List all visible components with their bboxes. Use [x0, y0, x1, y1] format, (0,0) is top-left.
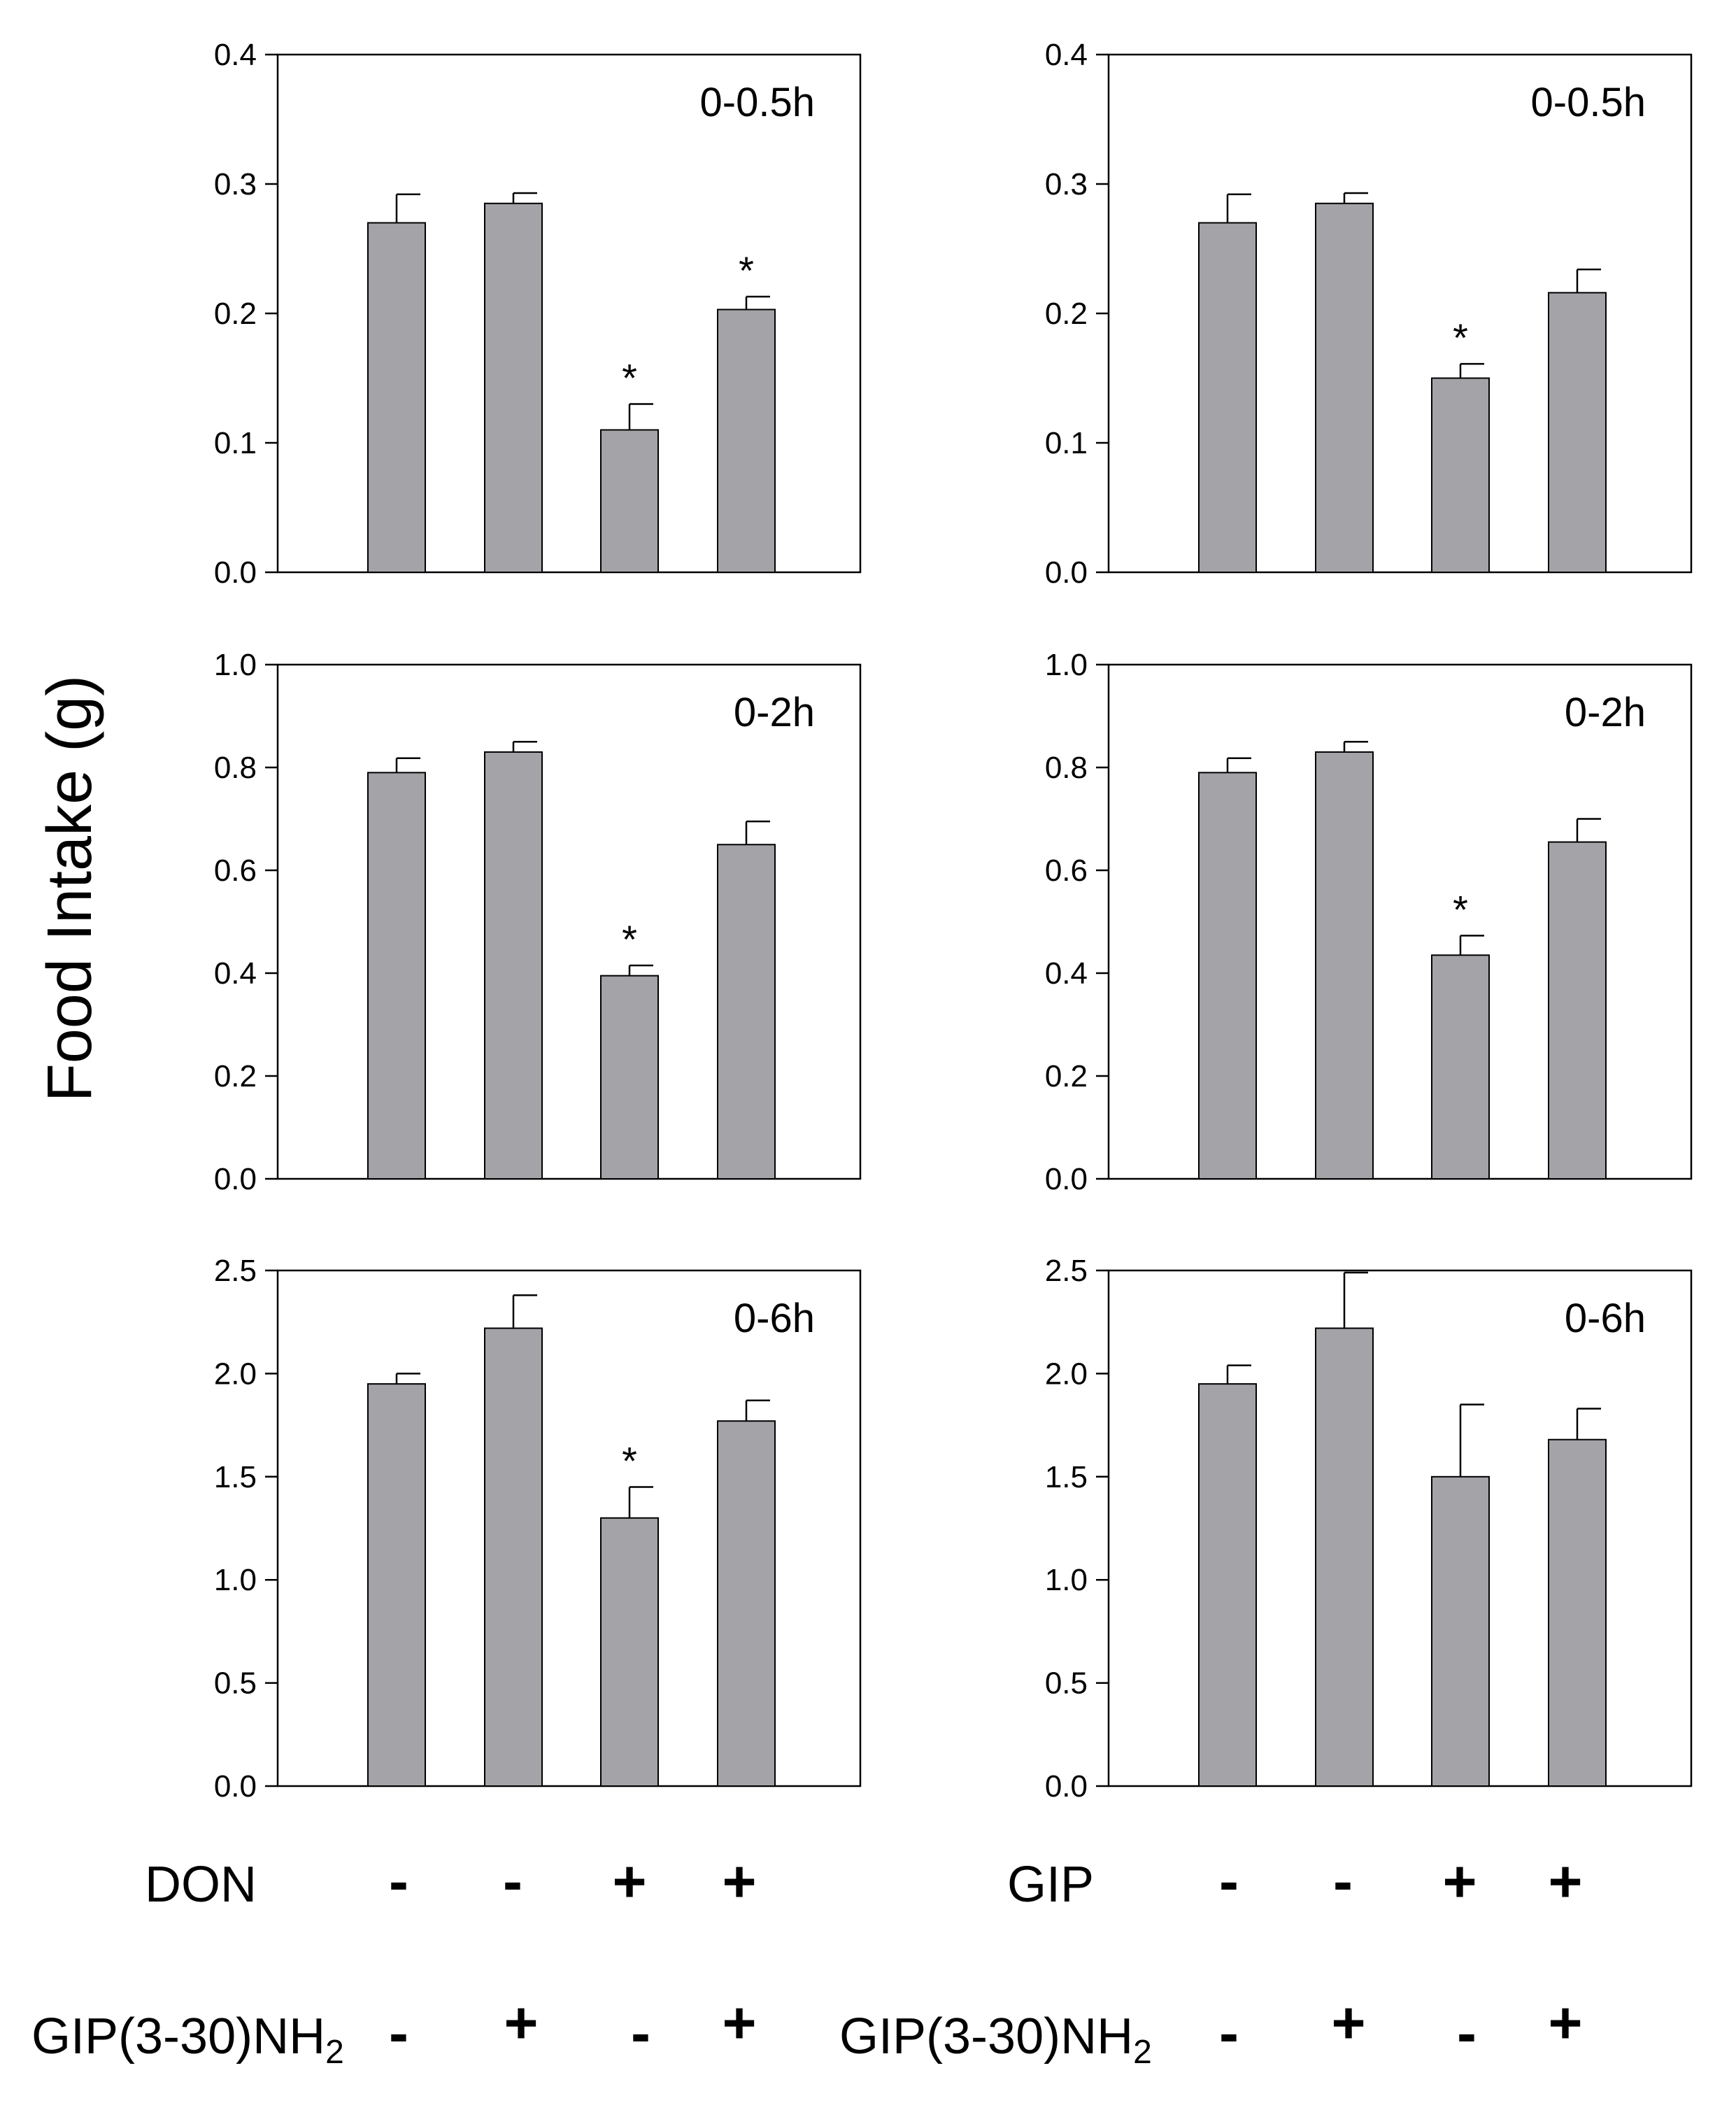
bar — [1548, 841, 1607, 1180]
plot-frame — [276, 1269, 862, 1787]
plot-frame — [1107, 1269, 1693, 1787]
bar — [1198, 1383, 1257, 1787]
don-mark-2: - — [503, 1848, 522, 1914]
y-tick-label: 0.0 — [1045, 1162, 1088, 1196]
y-tick-label: 0.5 — [1045, 1666, 1088, 1701]
y-tick-label: 0.5 — [214, 1666, 257, 1701]
gip-label: GIP — [1007, 1857, 1094, 1913]
bar — [1548, 292, 1607, 573]
y-tick-label: 0.3 — [1045, 167, 1088, 201]
antagonist-right-mark-4: + — [1548, 1990, 1582, 2055]
significance-marker: * — [1453, 887, 1468, 931]
y-tick-label: 2.0 — [214, 1357, 257, 1391]
bar — [600, 429, 659, 573]
panel-title: 0-0.5h — [1531, 80, 1646, 125]
bar — [1431, 954, 1490, 1180]
bar — [1198, 772, 1257, 1180]
y-tick-label: 0.2 — [214, 1059, 257, 1093]
antagonist-left-mark-1: - — [389, 2000, 408, 2066]
bar — [1315, 751, 1374, 1180]
bar — [717, 1420, 776, 1787]
bar — [600, 1517, 659, 1787]
y-tick-label: 0.2 — [1045, 297, 1088, 331]
y-tick-label: 0.0 — [1045, 555, 1088, 590]
y-tick-label: 1.5 — [1045, 1460, 1088, 1494]
y-tick-label: 0.0 — [214, 1769, 257, 1804]
antagonist-left-mark-2: + — [504, 1990, 538, 2055]
y-tick-label: 0.0 — [214, 1162, 257, 1196]
don-mark-4: + — [722, 1848, 756, 1914]
bar — [1431, 377, 1490, 573]
gip-mark-2: - — [1333, 1848, 1353, 1914]
bar — [367, 1383, 426, 1787]
panel-title: 0-0.5h — [700, 80, 815, 125]
panel-title: 0-6h — [1565, 1296, 1646, 1341]
y-tick-label: 1.0 — [1045, 1563, 1088, 1597]
y-tick-label: 0.1 — [214, 426, 257, 460]
antagonist-left-mark-3: - — [631, 2000, 650, 2066]
don-label: DON — [145, 1857, 257, 1913]
conditions-left: DON - - + + GIP(3-30)NH2 - + - + — [31, 1848, 757, 2071]
bar — [367, 222, 426, 573]
y-tick-label: 0.4 — [1045, 38, 1088, 72]
bar — [1198, 222, 1257, 573]
bar — [717, 844, 776, 1180]
gip-mark-3: + — [1442, 1848, 1477, 1914]
panel-title: 0-2h — [1565, 690, 1646, 735]
bar — [1315, 202, 1374, 573]
don-mark-1: - — [389, 1848, 408, 1914]
bar — [1548, 1438, 1607, 1787]
bar — [484, 202, 543, 573]
panel-title: 0-2h — [734, 690, 815, 735]
conditions-right: GIP - - + + GIP(3-30)NH2 - + - + — [839, 1848, 1583, 2071]
y-tick-label: 0.4 — [214, 38, 257, 72]
significance-marker: * — [1453, 316, 1468, 360]
antagonist-right-mark-1: - — [1219, 2000, 1239, 2066]
y-tick-label: 2.5 — [1045, 1254, 1088, 1288]
bar — [717, 309, 776, 573]
panel-title: 0-6h — [734, 1296, 815, 1341]
y-tick-label: 0.4 — [214, 956, 257, 991]
antagonist-label-right: GIP(3-30)NH2 — [839, 2009, 1152, 2071]
significance-marker: * — [739, 248, 754, 292]
bar — [1315, 1327, 1374, 1787]
bar — [484, 751, 543, 1180]
antagonist-right-mark-2: + — [1331, 1990, 1365, 2055]
y-tick-label: 0.2 — [214, 297, 257, 331]
gip-mark-4: + — [1548, 1848, 1582, 1914]
antagonist-label-left: GIP(3-30)NH2 — [31, 2009, 344, 2071]
y-tick-label: 0.1 — [1045, 426, 1088, 460]
y-tick-label: 0.6 — [1045, 854, 1088, 888]
significance-marker: * — [622, 356, 637, 400]
y-tick-label: 0.4 — [1045, 956, 1088, 991]
bar — [367, 772, 426, 1180]
y-tick-label: 0.2 — [1045, 1059, 1088, 1093]
y-tick-label: 0.0 — [214, 555, 257, 590]
y-tick-label: 1.5 — [214, 1460, 257, 1494]
don-mark-3: + — [612, 1848, 646, 1914]
panels: 0.0 0.1 0.2 0.3 0.4 0-0.5h * * 0.0 0.1 0.2 0.3 0.4 0-… — [214, 38, 1693, 1804]
y-tick-label: 0.0 — [1045, 1769, 1088, 1804]
y-tick-label: 1.0 — [214, 1563, 257, 1597]
antagonist-right-mark-3: - — [1457, 2000, 1477, 2066]
y-tick-label: 2.0 — [1045, 1357, 1088, 1391]
y-tick-label: 2.5 — [214, 1254, 257, 1288]
y-tick-label: 0.8 — [214, 751, 257, 785]
plot-frame — [1107, 663, 1693, 1180]
y-axis-label: Food Intake (g) — [35, 675, 105, 1102]
y-tick-label: 0.6 — [214, 854, 257, 888]
y-tick-label: 1.0 — [1045, 648, 1088, 682]
significance-marker: * — [622, 917, 637, 961]
y-tick-label: 0.3 — [214, 167, 257, 201]
bar — [1431, 1475, 1490, 1787]
y-tick-label: 0.8 — [1045, 751, 1088, 785]
y-tick-label: 1.0 — [214, 648, 257, 682]
significance-marker: * — [622, 1439, 637, 1483]
bar — [484, 1327, 543, 1787]
bar — [600, 975, 659, 1180]
antagonist-left-mark-4: + — [722, 1990, 756, 2055]
gip-mark-1: - — [1219, 1848, 1239, 1914]
plot-frame — [276, 663, 862, 1180]
